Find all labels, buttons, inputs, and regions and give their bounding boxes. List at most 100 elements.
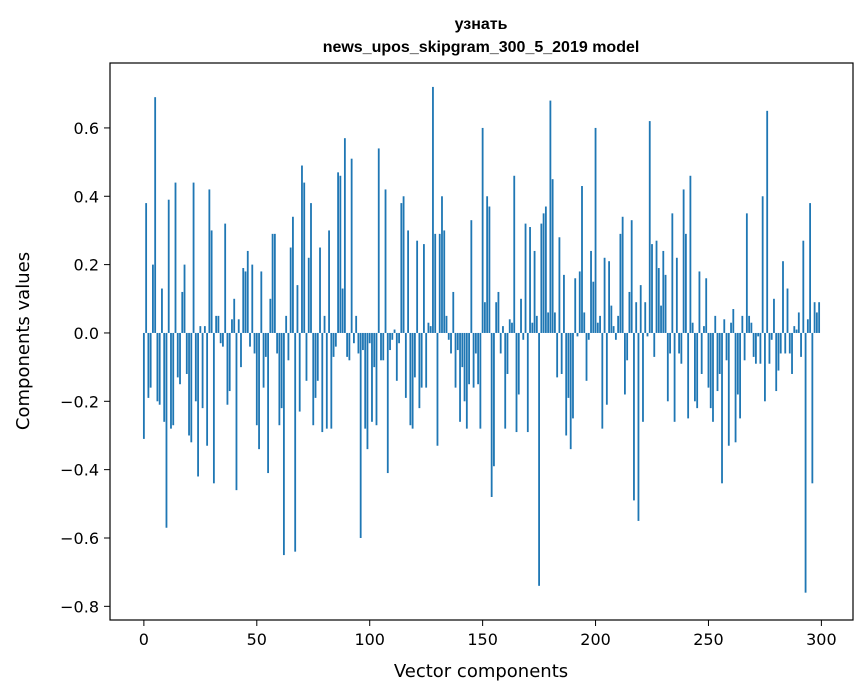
bar	[219, 332, 222, 344]
bar	[511, 322, 513, 333]
bar	[558, 237, 561, 333]
bar	[429, 326, 432, 333]
bar	[303, 182, 306, 333]
bar	[483, 302, 486, 333]
bar	[651, 244, 653, 333]
bar	[161, 288, 163, 333]
bar	[459, 332, 461, 422]
bar	[425, 332, 428, 388]
bar	[350, 158, 353, 333]
bar	[495, 302, 498, 333]
bar	[231, 319, 233, 333]
bar	[332, 332, 335, 357]
bar	[273, 233, 276, 333]
bar	[353, 332, 355, 344]
bar	[689, 175, 692, 333]
bar	[409, 332, 412, 426]
bar	[341, 288, 344, 333]
bar	[368, 332, 371, 344]
bar	[694, 332, 696, 402]
bar	[630, 220, 633, 333]
bar	[258, 332, 260, 450]
bar	[553, 312, 556, 333]
bar	[574, 278, 577, 333]
bar	[339, 175, 342, 333]
bar	[684, 233, 687, 333]
bar	[538, 332, 540, 586]
bar	[260, 271, 263, 333]
bar	[427, 322, 430, 333]
bar	[657, 268, 660, 333]
y-tick-label: 0.4	[74, 187, 99, 206]
bar	[377, 148, 380, 333]
bar	[624, 332, 626, 395]
bar	[788, 332, 791, 354]
bar	[707, 332, 710, 388]
bar	[334, 332, 337, 347]
bar	[222, 332, 224, 347]
bar	[179, 332, 181, 385]
bar	[608, 261, 610, 333]
bar	[806, 319, 809, 333]
bar	[549, 100, 552, 333]
bar	[226, 332, 229, 405]
bar	[400, 203, 403, 333]
bar	[499, 332, 502, 354]
bar	[603, 257, 606, 333]
bar	[542, 213, 545, 333]
bar	[531, 322, 534, 333]
y-tick-label: −0.4	[60, 461, 99, 480]
bar	[255, 332, 258, 426]
bar	[235, 332, 238, 491]
bar	[818, 302, 821, 333]
bar	[402, 196, 405, 333]
y-axis: −0.8 −0.6 −0.4 −0.2 0.0 0.2 0.4 0.6	[60, 119, 110, 616]
bar	[714, 315, 717, 333]
bar	[357, 332, 360, 354]
bar	[784, 332, 787, 354]
bar	[601, 332, 604, 429]
bar	[587, 332, 590, 340]
bar	[321, 332, 324, 433]
bar	[228, 332, 231, 392]
bar	[472, 332, 475, 388]
bar	[454, 332, 457, 388]
bar	[343, 138, 346, 333]
bar	[174, 182, 177, 333]
bar	[669, 332, 671, 354]
bar	[294, 332, 297, 552]
bar	[644, 302, 647, 333]
bar	[285, 315, 288, 333]
bar	[301, 165, 303, 333]
bar	[547, 312, 550, 333]
bar	[800, 332, 802, 357]
bar	[434, 233, 437, 333]
bar	[515, 332, 518, 433]
bar	[330, 332, 333, 429]
bar	[386, 332, 389, 474]
bar	[463, 332, 466, 402]
chart-subtitle: news_upos_skipgram_300_5_2019 model	[323, 39, 640, 56]
bar	[635, 302, 638, 333]
bar	[664, 274, 667, 333]
bar	[605, 332, 608, 405]
bar	[754, 332, 757, 364]
bar	[185, 332, 188, 374]
bar	[759, 332, 762, 364]
bar	[725, 332, 728, 361]
bar	[633, 332, 635, 501]
bar	[709, 332, 712, 409]
bar	[736, 332, 739, 395]
x-tick-label: 300	[806, 630, 837, 649]
chart-title: узнать	[455, 16, 508, 33]
bar	[529, 227, 531, 333]
bar	[761, 196, 764, 333]
bar	[404, 332, 407, 398]
bar	[804, 332, 807, 593]
bar	[298, 332, 301, 412]
bar	[348, 332, 351, 361]
bar	[773, 298, 775, 333]
bar	[436, 332, 439, 446]
bar	[739, 332, 741, 419]
bar	[242, 268, 245, 333]
